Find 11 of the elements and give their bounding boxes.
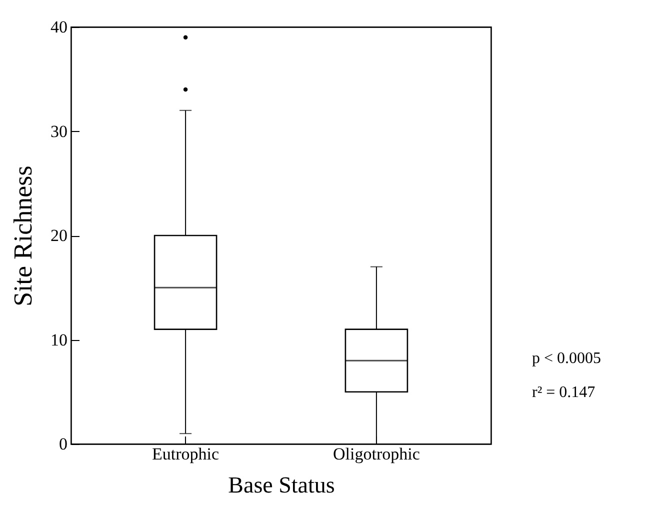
- y-axis-title: Site Richness: [8, 166, 38, 306]
- text: r² = 0.147: [532, 383, 596, 403]
- text: p < 0.0005: [532, 349, 602, 369]
- y-tick-label: 20: [50, 226, 68, 245]
- x-tick-label: Oligotrophic: [333, 444, 420, 464]
- y-tick-label: 30: [50, 122, 68, 141]
- y-tick-label: 40: [50, 18, 68, 36]
- y-tick-label: 10: [50, 330, 68, 350]
- x-axis-title: Base Status: [228, 472, 335, 498]
- y-tick-label: 0: [59, 434, 68, 454]
- x-tick-label: Eutrophic: [152, 444, 220, 464]
